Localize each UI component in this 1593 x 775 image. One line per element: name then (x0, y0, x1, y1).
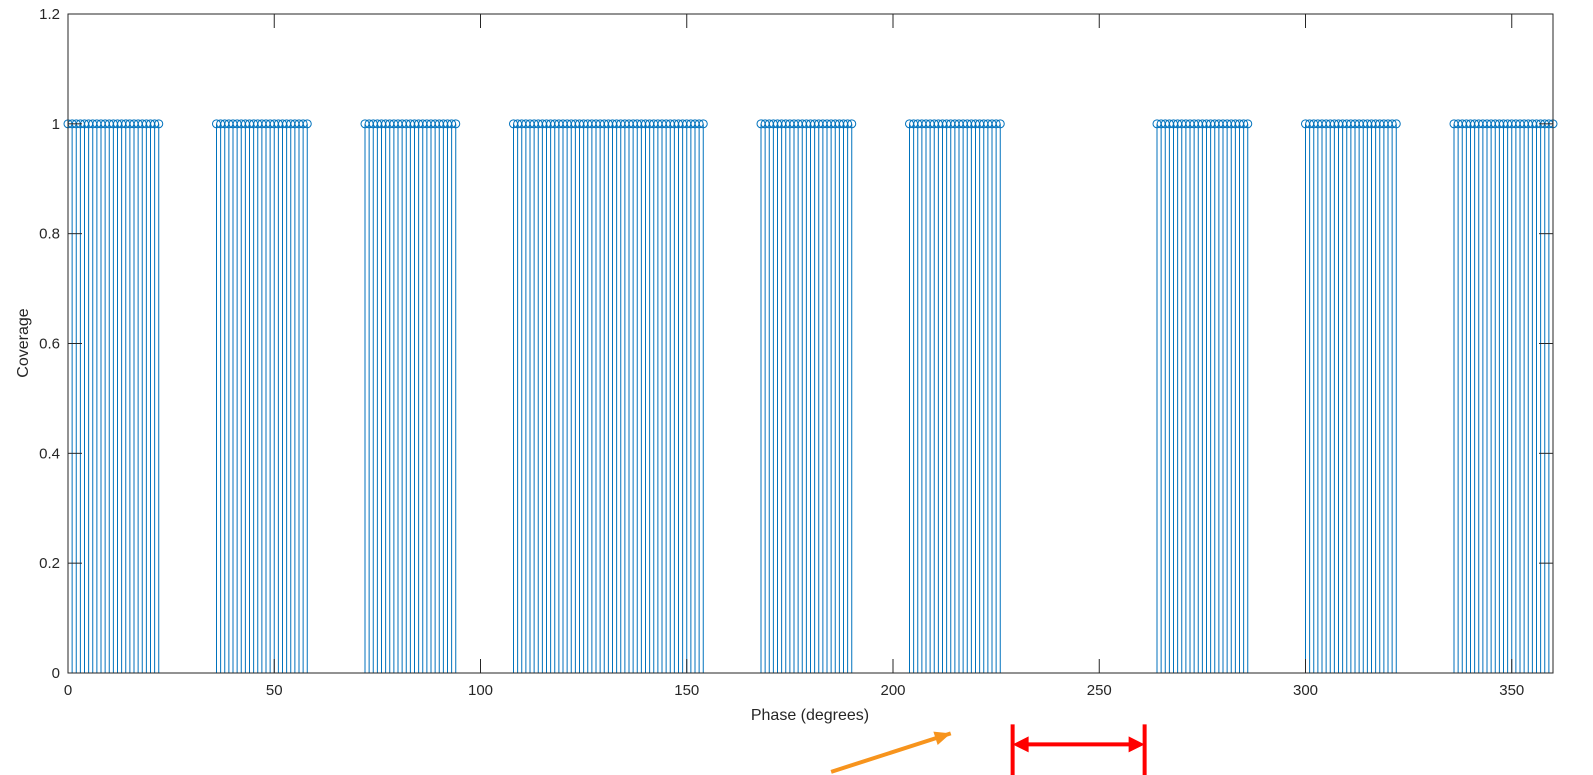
y-tick-label: 0.2 (39, 555, 60, 572)
x-tick-label: 300 (1293, 682, 1318, 699)
annotations (830, 724, 1147, 775)
y-tick-label: 0.6 (39, 336, 60, 353)
tick-labels: 0 50 100 150 200 250 300 350 0 0.2 0.4 0.6 0.8 1 1.2 (39, 6, 1524, 699)
orange-arrow-shaft (830, 731, 952, 774)
stem-marker (995, 119, 1005, 129)
x-tick-label: 200 (880, 682, 905, 699)
red-arrow-head-left (1012, 736, 1029, 753)
y-tick-label: 1 (52, 116, 60, 133)
stem-marker (698, 119, 708, 129)
stem-marker (847, 119, 857, 129)
stem-series (67, 123, 1554, 673)
stem-marker (694, 119, 704, 129)
stem-marker (843, 119, 853, 129)
x-tick-label: 350 (1499, 682, 1524, 699)
y-tick-label: 1.2 (39, 6, 60, 23)
stem-marker (298, 119, 308, 129)
x-axis-label: Phase (degrees) (751, 707, 869, 724)
x-tick-label: 150 (674, 682, 699, 699)
stem-marker (1239, 119, 1249, 129)
stem-marker (154, 119, 164, 129)
x-tick-label: 50 (266, 682, 283, 699)
stem-markers (63, 119, 1558, 129)
stem-marker (1243, 119, 1253, 129)
x-tick-label: 100 (468, 682, 493, 699)
y-tick-label: 0.4 (39, 445, 60, 462)
red-arrow-head-right (1128, 736, 1145, 753)
y-axis-label: Coverage (15, 308, 32, 377)
axis-ticks (67, 13, 1553, 674)
stem-marker (451, 119, 461, 129)
y-tick-label: 0 (52, 665, 60, 682)
stem-marker (150, 119, 160, 129)
orange-arrow-head (933, 731, 951, 745)
x-tick-label: 0 (64, 682, 72, 699)
stem-marker (447, 119, 457, 129)
stem-marker (1387, 119, 1397, 129)
stem-marker (1391, 119, 1401, 129)
x-tick-label: 250 (1087, 682, 1112, 699)
stem-marker (302, 119, 312, 129)
stem-marker (991, 119, 1001, 129)
y-tick-label: 0.8 (39, 226, 60, 243)
